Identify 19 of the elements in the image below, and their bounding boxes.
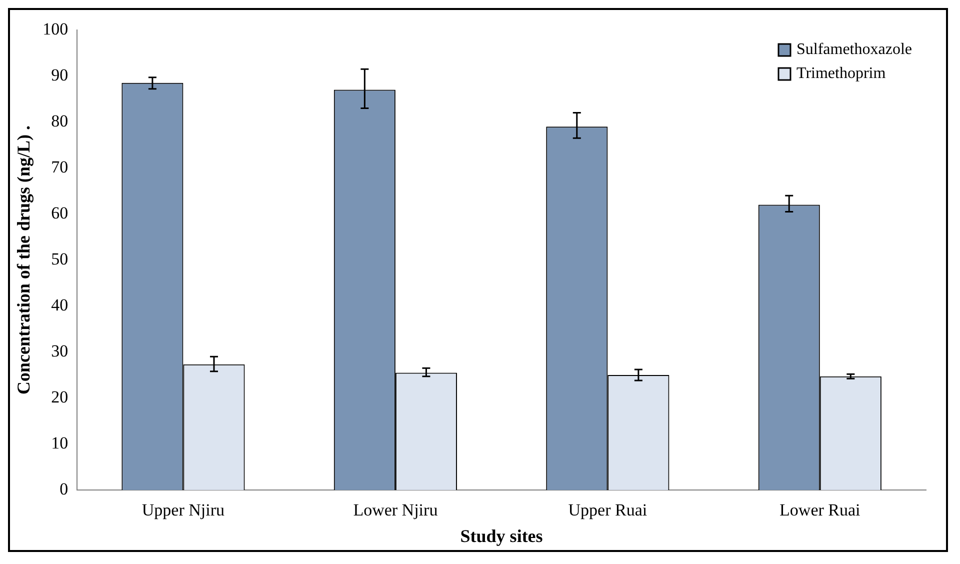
x-tick-label: Lower Ruai	[780, 500, 861, 520]
y-tick-label: 40	[51, 295, 68, 314]
y-tick-label: 80	[51, 111, 68, 130]
y-tick-label: 0	[60, 479, 68, 498]
y-tick-label: 30	[51, 341, 68, 360]
y-tick-label: 60	[51, 203, 68, 222]
legend-label: Trimethoprim	[796, 65, 886, 82]
y-tick-label: 70	[51, 157, 68, 176]
y-tick-label: 100	[42, 19, 68, 38]
y-tick-label: 20	[51, 387, 68, 406]
x-tick-label: Upper Ruai	[568, 500, 648, 520]
legend-label: Sulfamethoxazole	[796, 41, 912, 58]
x-axis-title: Study sites	[460, 526, 543, 546]
x-tick-label: Lower Njiru	[353, 500, 438, 520]
y-axis-title: Concentration of the drugs (ng/L) .	[13, 126, 34, 394]
y-tick-label: 10	[51, 433, 68, 452]
y-tick-label: 50	[51, 249, 68, 268]
x-tick-label: Upper Njiru	[142, 500, 226, 520]
y-tick-label: 90	[51, 65, 68, 84]
